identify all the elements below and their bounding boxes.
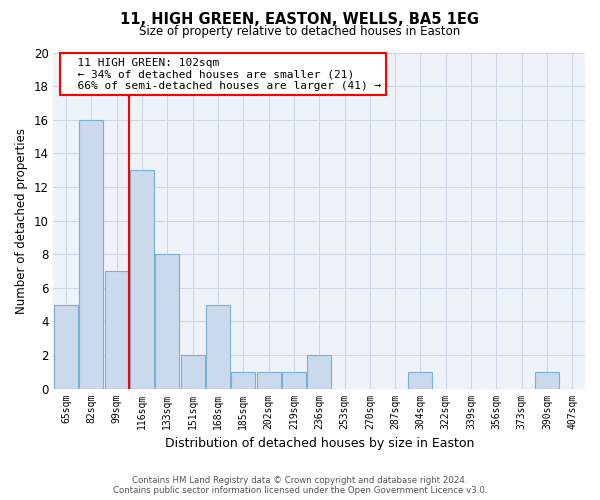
Bar — [79, 120, 103, 388]
Bar — [104, 271, 129, 388]
Text: 11 HIGH GREEN: 102sqm
  ← 34% of detached houses are smaller (21)
  66% of semi-: 11 HIGH GREEN: 102sqm ← 34% of detached … — [64, 58, 381, 90]
Bar — [257, 372, 281, 388]
Bar — [155, 254, 179, 388]
Bar — [54, 304, 78, 388]
Bar — [409, 372, 433, 388]
Y-axis label: Number of detached properties: Number of detached properties — [15, 128, 28, 314]
Bar — [206, 304, 230, 388]
Text: Contains HM Land Registry data © Crown copyright and database right 2024.
Contai: Contains HM Land Registry data © Crown c… — [113, 476, 487, 495]
Bar — [282, 372, 306, 388]
Text: 11, HIGH GREEN, EASTON, WELLS, BA5 1EG: 11, HIGH GREEN, EASTON, WELLS, BA5 1EG — [121, 12, 479, 28]
Bar — [535, 372, 559, 388]
Text: Size of property relative to detached houses in Easton: Size of property relative to detached ho… — [139, 25, 461, 38]
Bar — [181, 355, 205, 388]
Bar — [130, 170, 154, 388]
X-axis label: Distribution of detached houses by size in Easton: Distribution of detached houses by size … — [164, 437, 474, 450]
Bar — [307, 355, 331, 388]
Bar — [231, 372, 255, 388]
